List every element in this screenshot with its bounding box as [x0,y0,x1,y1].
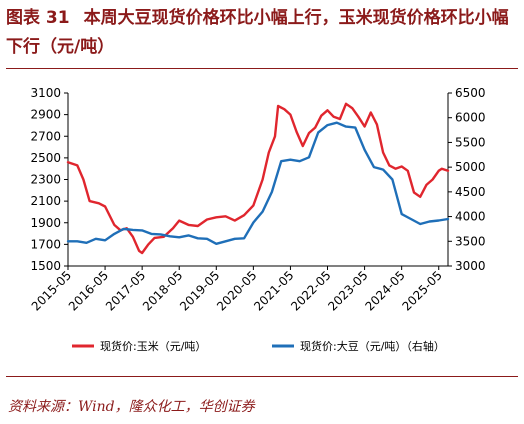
left-tick-label: 1500 [30,259,61,273]
x-tick-label: 2022-05 [288,268,333,313]
right-tick-label: 6000 [455,111,486,125]
source-note: 资料来源：Wind，隆众化工，华创证券 [8,396,255,416]
x-tick-label: 2015-05 [29,268,74,313]
left-tick-label: 2100 [30,194,61,208]
right-tick-label: 3000 [455,259,486,273]
x-tick-label: 2024-05 [362,268,407,313]
left-tick-label: 1700 [30,237,61,251]
right-tick-label: 4000 [455,210,486,224]
left-tick-label: 1900 [30,216,61,230]
x-tick-label: 2017-05 [103,268,148,313]
right-tick-label: 6500 [455,86,486,100]
x-tick-label: 2021-05 [251,268,296,313]
source-rule [6,376,518,377]
right-tick-label: 4500 [455,185,486,199]
x-tick-label: 2019-05 [177,268,222,313]
x-tick-label: 2025-05 [399,268,444,313]
legend-label-corn: 现货价:玉米（元/吨） [100,339,206,353]
legend-label-soybean: 现货价:大豆（元/吨）（右轴） [300,339,445,353]
right-tick-label: 5500 [455,135,486,149]
x-tick-label: 2023-05 [325,268,370,313]
right-tick-label: 3500 [455,234,486,248]
left-tick-label: 2700 [30,129,61,143]
x-tick-label: 2018-05 [140,268,185,313]
x-tick-label: 2016-05 [66,268,111,313]
x-tick-label: 2020-05 [214,268,259,313]
right-tick-label: 5000 [455,160,486,174]
series-line-soybean [68,123,448,244]
left-tick-label: 2900 [30,108,61,122]
left-tick-label: 3100 [30,86,61,100]
left-tick-label: 2300 [30,173,61,187]
left-tick-label: 2500 [30,151,61,165]
